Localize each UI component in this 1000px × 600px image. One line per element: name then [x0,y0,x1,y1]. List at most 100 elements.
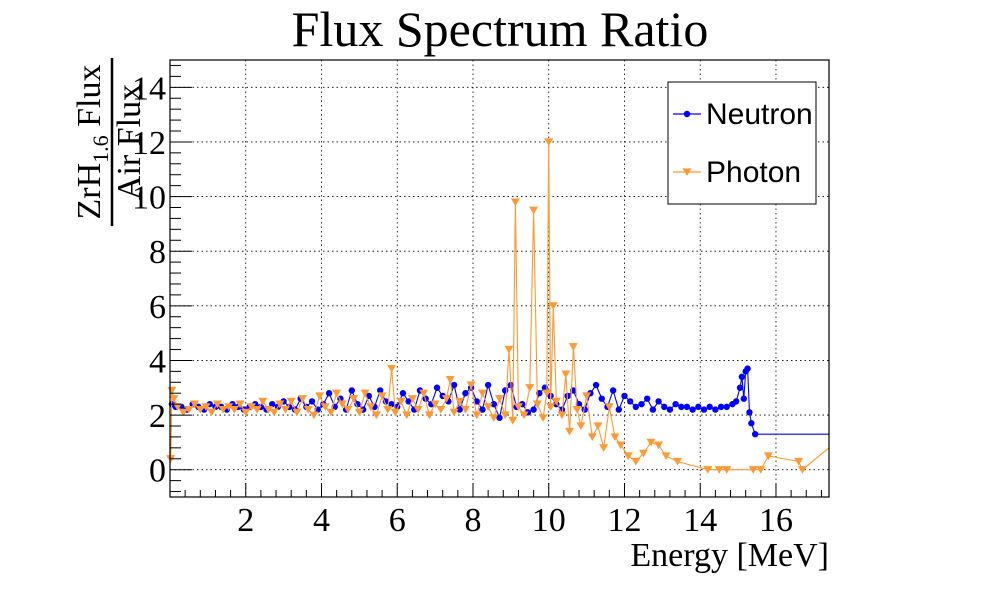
data-point-photon [546,403,556,411]
data-point-photon [413,406,423,414]
data-point-photon [407,395,417,403]
data-point-photon [387,365,397,373]
data-point-photon [532,400,542,409]
data-point-neutron [501,387,509,394]
data-point-neutron [348,387,355,394]
data-point-neutron [672,400,679,408]
data-point-photon [483,403,493,411]
data-point-photon [169,395,179,403]
data-point-neutron [736,384,744,391]
y-axis-denominator: Air Flux [111,84,148,200]
data-point-photon [561,370,571,379]
data-point-photon [263,406,273,414]
data-point-neutron [632,403,640,411]
x-tick-label: 8 [464,502,481,539]
y-tick-label: 0 [149,453,166,490]
data-point-neutron [450,381,458,389]
data-point-photon [303,406,313,414]
data-point-neutron [592,381,600,389]
y-tick-label: 12 [132,125,166,162]
data-point-photon [449,408,459,417]
data-point-photon [309,411,319,420]
data-point-photon [460,406,470,414]
data-point-neutron [496,414,503,421]
x-tick-label: 6 [389,502,406,539]
data-point-neutron [388,400,395,408]
data-point-photon [326,408,336,417]
data-point-neutron [655,398,662,405]
data-point-photon [466,381,476,390]
data-point-photon [246,403,256,411]
x-axis-label: Energy [MeV] [630,537,829,574]
data-point-photon [593,422,603,431]
data-point-photon [184,406,194,414]
data-point-photon [714,466,724,474]
data-point-photon [201,403,211,411]
data-point-neutron [712,406,719,413]
data-point-photon [377,392,387,400]
x-tick-label: 16 [759,502,793,539]
axes: 2 4 6 8 10 12 14 16 0 2 4 6 8 10 12 14 [132,64,822,539]
y-label-flux: Flux [71,64,108,135]
data-point-photon [565,427,575,436]
data-point-photon [638,449,648,458]
y-label-zrh: ZrH [71,163,108,220]
data-point-photon [195,406,205,414]
data-point-photon [544,138,554,146]
data-point-photon [430,400,440,409]
data-point-photon [510,198,520,207]
data-point-neutron [376,387,384,394]
data-point-neutron [575,400,583,408]
data-point-photon [178,408,188,417]
data-point-photon [500,411,510,420]
data-point-neutron [490,400,498,408]
data-point-photon [173,403,183,411]
legend-entry-neutron: Neutron [673,98,813,131]
data-point-photon [396,397,406,406]
data-point-photon [472,411,482,420]
series-line-photon [170,141,830,471]
data-point-photon [572,406,582,414]
data-point-neutron [581,406,588,413]
y-tick-label: 10 [132,180,166,217]
data-point-photon [631,457,641,466]
data-point-photon [441,395,451,403]
data-point-neutron [666,406,674,413]
data-point-photon [212,400,222,409]
legend-label: Neutron [706,98,813,131]
data-point-photon [424,411,434,420]
series-photon [166,138,830,474]
data-point-neutron [609,387,617,394]
data-point-photon [252,406,262,414]
data-point-photon [349,395,359,403]
x-tick-label: 14 [683,502,717,539]
data-point-photon [241,408,251,417]
data-point-neutron [689,406,696,413]
data-point-neutron [479,406,486,413]
data-point-photon [315,392,325,400]
data-point-photon [269,408,279,417]
data-point-photon [298,395,308,403]
x-tick-label: 2 [237,502,254,539]
data-point-photon [748,466,758,474]
y-tick-label: 14 [132,70,166,107]
data-point-photon [360,389,370,398]
data-point-neutron [683,403,691,411]
data-point-neutron [621,392,628,400]
data-point-neutron [738,373,746,381]
chart-title: Flux Spectrum Ratio [292,1,709,57]
data-point-photon [455,397,465,406]
data-point-photon [445,375,455,384]
data-point-photon [337,400,347,409]
data-point-photon [551,397,561,406]
data-point-neutron [399,390,407,397]
data-point-neutron [746,409,753,416]
data-point-photon [661,452,671,461]
data-point-photon [763,452,773,461]
data-point-photon [542,389,552,398]
data-point-photon [794,457,804,466]
data-point-photon [508,416,518,425]
y-label-subscript: 1.6 [88,135,113,163]
